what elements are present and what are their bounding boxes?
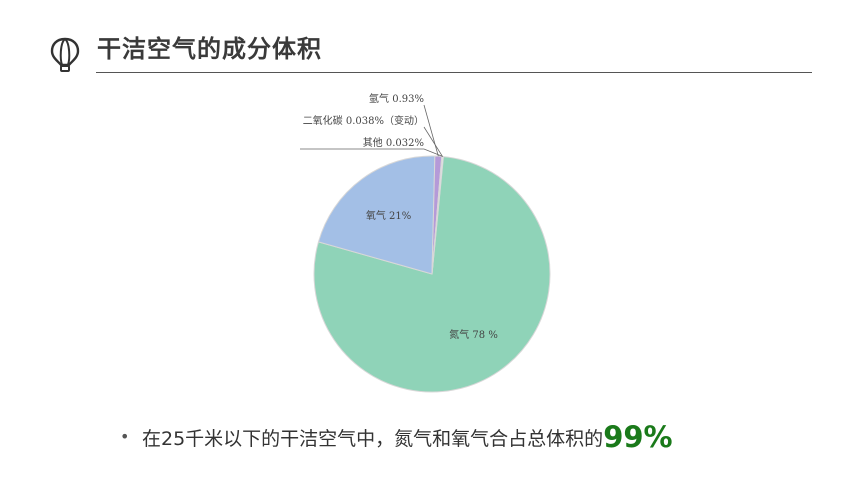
highlight-percentage: 99% xyxy=(603,420,673,454)
header-divider xyxy=(96,72,812,73)
slice-label: 氩气 0.93% xyxy=(369,92,424,105)
leader-line xyxy=(423,104,439,157)
leader-line xyxy=(423,126,443,157)
pie-slice xyxy=(317,155,436,275)
slice-label: 氮气 78 % xyxy=(449,328,498,341)
hot-air-balloon-icon xyxy=(50,37,80,72)
slice-label: 其他 0.032% xyxy=(363,136,424,149)
leader-line xyxy=(300,148,443,157)
bullet-text: 在25千米以下的干洁空气中，氮气和氧气合占总体积的 xyxy=(142,428,604,450)
page-title: 干洁空气的成分体积 xyxy=(97,35,322,63)
slice-label: 氧气 21% xyxy=(366,209,411,222)
bullet-point: • 在25千米以下的干洁空气中，氮气和氧气合占总体积的99% xyxy=(120,420,673,454)
slice-label: 二氧化碳 0.038%（变动） xyxy=(303,114,424,127)
header: 干洁空气的成分体积 xyxy=(0,0,860,80)
bullet-marker: • xyxy=(120,427,130,446)
